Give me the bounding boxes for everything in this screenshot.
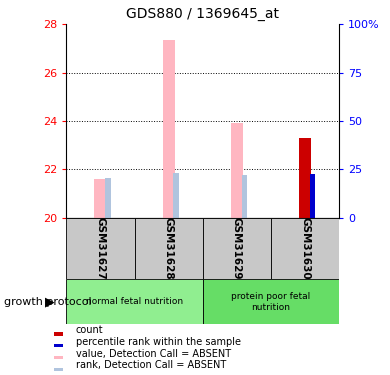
Bar	[173, 173, 179, 217]
Text: percentile rank within the sample: percentile rank within the sample	[76, 337, 241, 347]
Text: value, Detection Call = ABSENT: value, Detection Call = ABSENT	[76, 349, 231, 358]
Bar	[105, 178, 110, 218]
Text: protein poor fetal
nutrition: protein poor fetal nutrition	[231, 292, 311, 312]
Bar	[299, 138, 311, 218]
Bar	[231, 123, 243, 218]
Bar	[241, 175, 247, 217]
Bar	[94, 179, 106, 218]
Bar	[54, 332, 63, 336]
Bar	[271, 217, 339, 279]
Bar	[163, 40, 175, 218]
Bar	[66, 217, 135, 279]
Bar	[54, 368, 63, 370]
Text: GSM31629: GSM31629	[232, 217, 242, 280]
Text: GSM31627: GSM31627	[96, 217, 105, 280]
Bar	[54, 356, 63, 359]
Text: rank, Detection Call = ABSENT: rank, Detection Call = ABSENT	[76, 360, 226, 370]
Bar	[135, 217, 203, 279]
Title: GDS880 / 1369645_at: GDS880 / 1369645_at	[126, 7, 279, 21]
Bar	[203, 279, 339, 324]
Text: normal fetal nutrition: normal fetal nutrition	[86, 297, 183, 306]
Text: GSM31628: GSM31628	[164, 217, 174, 280]
Bar	[310, 174, 315, 217]
Text: ▶: ▶	[45, 296, 55, 308]
Bar	[54, 344, 63, 347]
Text: GSM31630: GSM31630	[300, 217, 310, 280]
Bar	[66, 279, 203, 324]
Text: growth protocol: growth protocol	[4, 297, 92, 307]
Bar	[203, 217, 271, 279]
Text: count: count	[76, 325, 104, 335]
